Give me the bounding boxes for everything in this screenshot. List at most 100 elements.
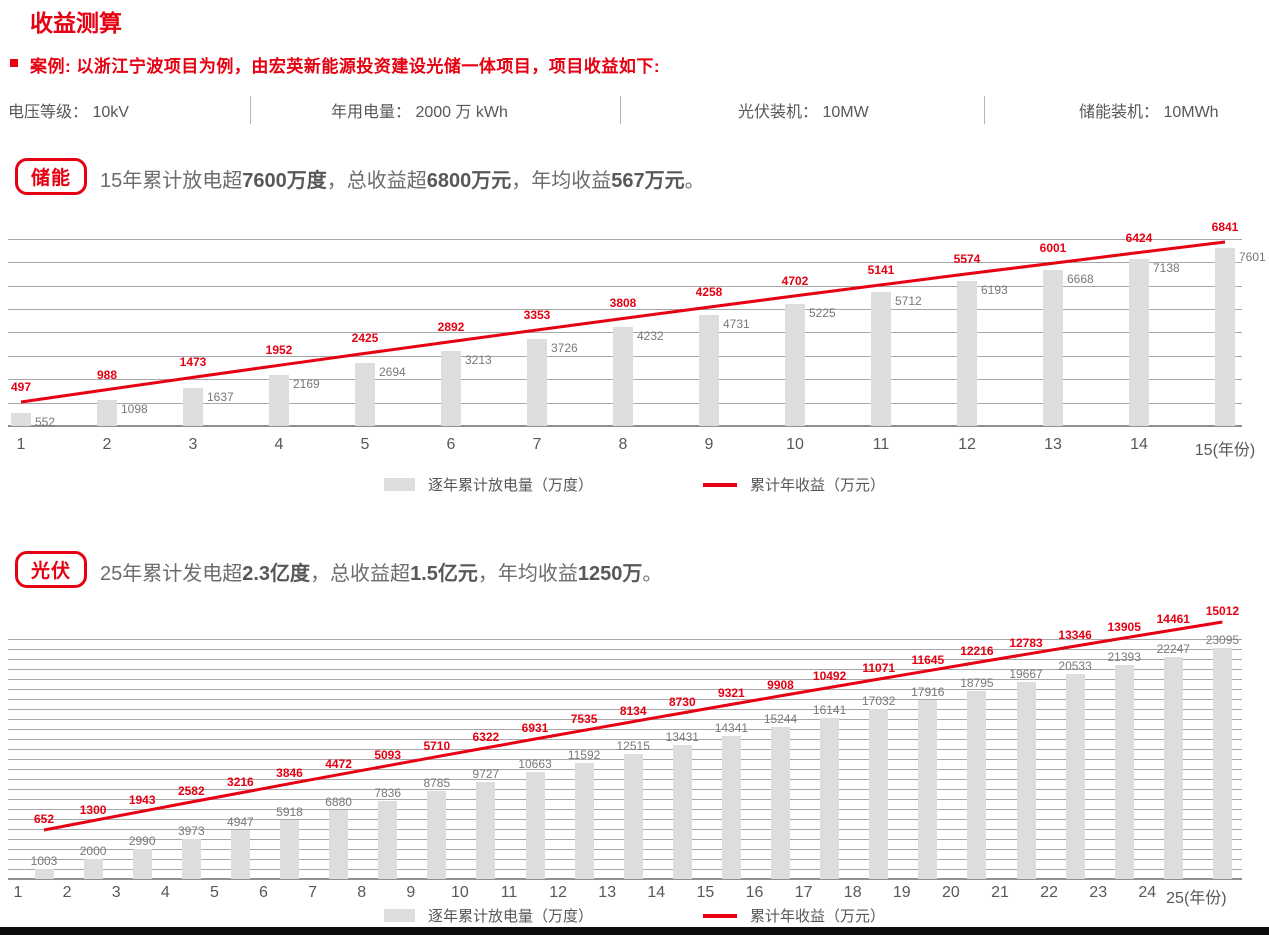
line-value-label: 8730	[668, 694, 696, 709]
bar-value-label: 13431	[665, 729, 699, 744]
x-tick-label: 7	[532, 436, 542, 453]
bar-value-label: 4731	[723, 317, 750, 332]
bar-value-label: 19667	[1009, 667, 1043, 682]
bar	[869, 708, 889, 879]
gridline	[8, 839, 1242, 840]
line-value-label: 11645	[911, 652, 945, 667]
line-value-label: 2892	[437, 319, 465, 334]
bottom-bar	[0, 927, 1269, 935]
storage-summary: 15年累计放电超7600万度，总收益超6800万元，年均收益567万元。	[100, 164, 705, 193]
bar	[1114, 665, 1134, 879]
bar	[355, 362, 375, 426]
bar	[280, 819, 299, 879]
bar	[181, 839, 201, 879]
line-value-label: 5710	[423, 738, 451, 753]
bar	[11, 413, 31, 426]
summary-number: 567万元	[611, 170, 685, 192]
x-tick-label: 13	[598, 884, 617, 901]
gridline	[8, 639, 1242, 640]
line-value-label: 3216	[227, 774, 254, 789]
gridline	[8, 859, 1242, 860]
gridline	[8, 679, 1242, 680]
gridline	[8, 819, 1242, 820]
spec-row: 电压等级： 10kV 年用电量： 2000 万 kWh 光伏装机： 10MW 储能装机…	[0, 96, 1269, 124]
line-value-label: 988	[96, 367, 118, 382]
bar	[1043, 269, 1063, 426]
bar	[672, 744, 692, 879]
spec-item: 储能装机： 10MWh	[984, 96, 1269, 124]
x-tick-label: 10	[450, 884, 469, 901]
x-tick-label: 3	[111, 884, 121, 901]
bar-value-label: 17916	[911, 684, 945, 699]
bar-value-label: 14341	[714, 720, 749, 735]
storage-badge: 储能	[15, 158, 87, 195]
legend-line-label: 累计年收益（万元）	[750, 908, 886, 925]
bar	[613, 326, 633, 426]
bar	[427, 791, 447, 879]
gridline	[8, 669, 1242, 670]
gridline	[8, 749, 1242, 750]
bar	[329, 810, 349, 879]
gridline	[8, 659, 1242, 660]
line-value-label: 1300	[79, 802, 107, 817]
bullet-square-icon	[10, 59, 18, 67]
x-tick-label: 6	[259, 884, 268, 901]
bar	[721, 735, 741, 879]
summary-text: ，年均收益	[511, 170, 612, 192]
gridline	[8, 262, 1242, 264]
legend-bar-label: 逐年累计放电量（万度）	[427, 477, 593, 494]
storage-badge-label: 储能	[30, 168, 71, 189]
bar	[97, 400, 117, 426]
summary-text: ，总收益超	[326, 170, 427, 192]
x-tick-label: 8	[618, 436, 628, 453]
bar	[132, 849, 152, 879]
bar	[820, 717, 840, 879]
summary-number: 7600万度	[242, 170, 327, 192]
line-value-label: 6424	[1125, 230, 1153, 245]
bar	[230, 829, 250, 879]
revenue-line-path	[20, 240, 1226, 404]
summary-text: 。	[642, 563, 663, 585]
x-tick-label: 8	[357, 884, 367, 901]
line-value-label: 3808	[609, 296, 637, 311]
bar-value-label: 2000	[79, 844, 107, 858]
bar-value-label: 4232	[637, 328, 664, 343]
spec-item: 电压等级： 10kV	[8, 104, 129, 121]
spec-item: 光伏装机： 10MW	[620, 96, 984, 124]
x-tick-label: 22	[1040, 884, 1058, 901]
bar-value-label: 6193	[981, 283, 1008, 298]
x-tick-label: 5	[360, 436, 370, 453]
gridline	[8, 779, 1242, 780]
x-tick-label: 11	[872, 436, 890, 453]
summary-text: 。	[684, 170, 705, 192]
line-value-label: 8134	[619, 703, 647, 718]
summary-number: 6800万元	[426, 170, 512, 192]
line-value-label: 10492	[812, 669, 847, 684]
x-tick-label: 9	[406, 884, 416, 901]
bar	[1163, 656, 1183, 879]
legend-line-label: 累计年收益（万元）	[750, 477, 886, 494]
line-value-label: 6322	[472, 729, 500, 744]
x-tick-label: 9	[704, 436, 714, 453]
bar-value-label: 20533	[1058, 658, 1092, 673]
bar	[1212, 648, 1232, 879]
line-value-label: 11071	[862, 661, 896, 676]
x-tick-label: 1	[16, 436, 26, 453]
bar-value-label: 3973	[177, 824, 205, 839]
gridline	[8, 689, 1242, 690]
bar-value-label: 3726	[551, 340, 578, 355]
gridline	[8, 729, 1242, 730]
x-tick-label: 14	[647, 884, 666, 901]
bar	[623, 753, 643, 879]
bar	[1215, 248, 1235, 426]
bar-value-label: 15244	[763, 711, 798, 726]
bar-value-label: 18795	[960, 676, 994, 691]
x-axis	[8, 425, 1242, 427]
line-value-label: 9908	[767, 677, 794, 692]
bar-value-label: 17032	[862, 693, 896, 708]
x-tick-label: 18	[843, 884, 862, 901]
bar-value-label: 2169	[293, 377, 320, 392]
x-tick-label: 24	[1138, 884, 1157, 901]
bar	[967, 691, 987, 879]
line-value-label: 9321	[718, 686, 745, 701]
